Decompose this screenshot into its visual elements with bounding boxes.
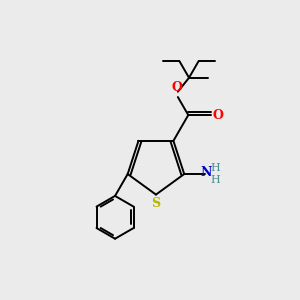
Text: N: N [201, 166, 212, 179]
Text: O: O [171, 81, 182, 94]
Text: O: O [213, 109, 224, 122]
Text: H: H [210, 175, 220, 185]
Text: H: H [210, 163, 220, 172]
Text: S: S [152, 197, 160, 210]
